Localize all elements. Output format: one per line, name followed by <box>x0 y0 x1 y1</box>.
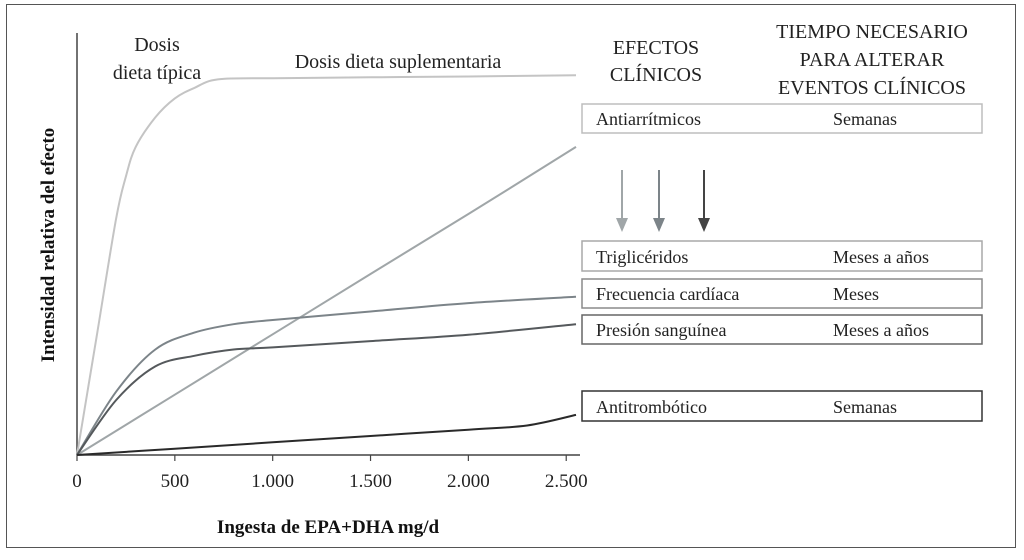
x-tick-label: 1.500 <box>349 471 392 492</box>
figure-frame <box>6 4 1016 548</box>
effect-label: Antitrombótico <box>596 397 707 417</box>
effect-box-heart-rate: Frecuencia cardíaca Meses <box>581 278 983 309</box>
effect-time: Semanas <box>833 397 897 417</box>
effect-label: Frecuencia cardíaca <box>596 284 739 304</box>
series-line-antithrombotic <box>76 413 577 456</box>
arrow-head <box>653 218 665 232</box>
x-tick-label: 2.000 <box>447 471 490 492</box>
series-line-blood-pressure <box>76 323 577 456</box>
effect-time: Meses a años <box>833 247 929 267</box>
x-axis-label: Ingesta de EPA+DHA mg/d <box>217 517 440 538</box>
arrow-head <box>616 218 628 232</box>
annotation-supplement: Dosis dieta suplementaria <box>295 51 502 73</box>
x-tick-label: 500 <box>161 471 190 492</box>
effect-label: Presión sanguínea <box>596 320 726 340</box>
effect-time: Meses <box>833 284 879 304</box>
series-line-heart-rate <box>76 295 577 456</box>
series-group <box>76 74 577 456</box>
series-line-antiarrhythmic <box>76 74 577 456</box>
x-tick-label: 2.500 <box>545 471 588 492</box>
x-tick-label: 0 <box>72 471 82 492</box>
header-time-line2: PARA ALTERAR <box>800 49 945 71</box>
series-line-triglycerides <box>76 146 577 456</box>
header-effects-line1: EFECTOS <box>613 37 699 59</box>
effect-time: Meses a años <box>833 320 929 340</box>
effect-box-triglycerides: Triglicéridos Meses a años <box>581 240 983 272</box>
header-time-line1: TIEMPO NECESARIO <box>776 21 968 43</box>
x-tick-group: 0 500 1.000 1.500 2.000 2.500 <box>72 455 588 492</box>
header-time-line3: EVENTOS CLÍNICOS <box>778 76 966 99</box>
effect-label: Triglicéridos <box>596 247 688 267</box>
effect-box-antiarrhythmic: Antiarrítmicos Semanas <box>581 103 983 134</box>
effect-box-antithrombotic: Antitrombótico Semanas <box>581 390 983 422</box>
arrow-head <box>698 218 710 232</box>
y-axis-label: Intensidad relativa del efecto <box>38 128 59 363</box>
header-effects-line2: CLÍNICOS <box>610 63 702 86</box>
effect-label: Antiarrítmicos <box>596 109 701 129</box>
arrow-group <box>616 170 710 232</box>
annotation-typical-line2: dieta típica <box>113 62 201 84</box>
annotation-typical-line1: Dosis <box>134 34 180 56</box>
x-tick-label: 1.000 <box>251 471 294 492</box>
effect-box-blood-pressure: Presión sanguínea Meses a años <box>581 314 983 345</box>
effect-time: Semanas <box>833 109 897 129</box>
